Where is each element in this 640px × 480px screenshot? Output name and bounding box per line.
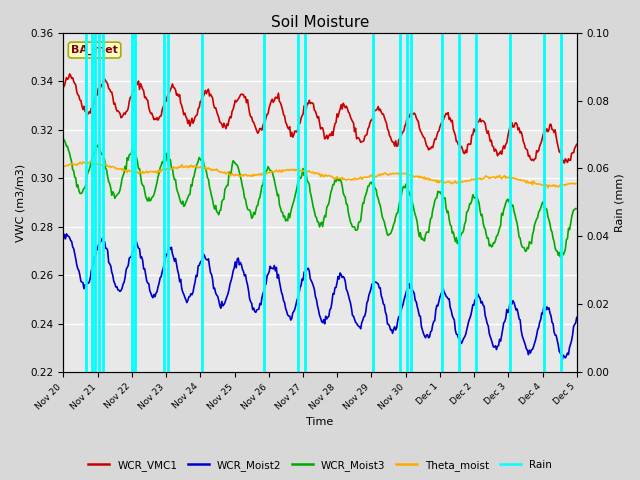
Y-axis label: Rain (mm): Rain (mm) — [615, 173, 625, 232]
Legend: WCR_VMC1, WCR_Moist2, WCR_Moist3, Theta_moist, Rain: WCR_VMC1, WCR_Moist2, WCR_Moist3, Theta_… — [84, 456, 556, 475]
Text: BA_met: BA_met — [71, 45, 118, 55]
X-axis label: Time: Time — [307, 417, 333, 427]
Title: Soil Moisture: Soil Moisture — [271, 15, 369, 30]
Y-axis label: VWC (m3/m3): VWC (m3/m3) — [15, 163, 25, 241]
